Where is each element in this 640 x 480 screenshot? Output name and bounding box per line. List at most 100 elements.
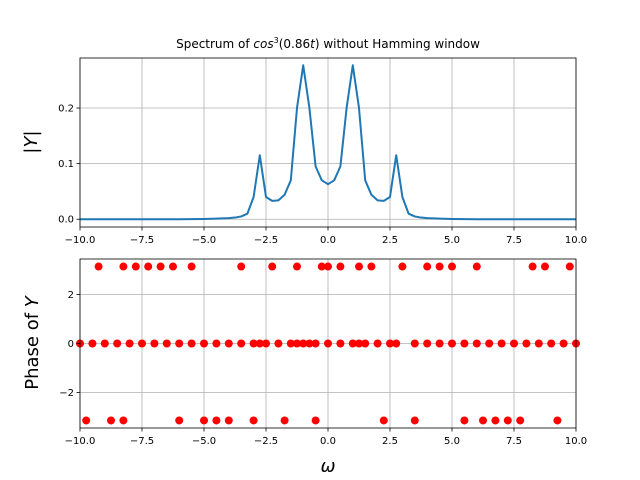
phase-point	[156, 262, 165, 271]
phase-point	[497, 339, 506, 348]
phase-y-label: Phase of Y	[22, 294, 43, 390]
phase-point	[311, 339, 320, 348]
phase-point	[175, 339, 184, 348]
phase-point	[274, 339, 283, 348]
x-tick-label: −2.5	[254, 436, 278, 447]
phase-point	[200, 339, 208, 348]
x-tick-label: −10.0	[65, 235, 96, 246]
phase-point	[503, 416, 512, 425]
phase-point	[472, 262, 481, 271]
x-tick-label: 10.0	[565, 436, 587, 447]
phase-point	[305, 339, 314, 348]
x-tick-label: 0.0	[320, 436, 336, 447]
phase-point	[373, 339, 382, 348]
phase-series	[76, 262, 580, 425]
phase-point	[94, 262, 103, 271]
phase-point	[138, 339, 146, 348]
phase-point	[88, 339, 97, 348]
phase-plot: −10.0 −7.5 −5.0 −2.5 0.0 2.5 5.0 7.5 10.0 −2 0 2 P…	[22, 258, 587, 477]
phase-point	[119, 416, 128, 425]
y-tick-label: 0	[68, 339, 74, 350]
phase-y-axis: −2 0 2	[59, 290, 80, 399]
phase-point	[435, 262, 444, 271]
phase-point	[212, 339, 221, 348]
x-tick-label: 5.0	[444, 235, 460, 246]
x-tick-label: 0.0	[320, 235, 336, 246]
phase-point	[547, 339, 556, 348]
phase-point	[237, 262, 246, 271]
phase-point	[410, 416, 419, 425]
y-tick-label: −2	[59, 388, 74, 399]
y-tick-label: 0.0	[58, 215, 74, 226]
phase-point	[286, 339, 295, 348]
phase-point	[187, 339, 196, 348]
y-tick-label: 0.1	[58, 159, 74, 170]
phase-point	[423, 339, 432, 348]
x-tick-label: −5.0	[192, 436, 216, 447]
phase-point	[249, 416, 258, 425]
phase-point	[150, 339, 159, 348]
phase-point	[119, 262, 128, 271]
phase-point	[82, 416, 91, 425]
x-tick-label: 10.0	[565, 235, 587, 246]
phase-point	[113, 339, 122, 348]
phase-point	[386, 339, 394, 348]
phase-point	[541, 262, 549, 271]
phase-point	[348, 339, 357, 348]
phase-point	[299, 339, 308, 348]
phase-point	[379, 416, 388, 425]
x-tick-label: 5.0	[444, 436, 460, 447]
phase-point	[410, 339, 419, 348]
phase-point	[398, 262, 407, 271]
phase-point	[553, 416, 562, 425]
phase-point	[435, 339, 444, 348]
x-tick-label: 7.5	[506, 235, 522, 246]
y-tick-label: 2	[68, 290, 74, 301]
x-tick-label: 7.5	[506, 436, 522, 447]
phase-point	[479, 416, 487, 425]
phase-point	[212, 416, 221, 425]
phase-point	[361, 339, 370, 348]
phase-point	[336, 339, 345, 348]
phase-point	[336, 262, 345, 271]
phase-point	[460, 339, 469, 348]
phase-point	[367, 262, 376, 271]
phase-point	[559, 339, 568, 348]
magnitude-plot: −10.0 −7.5 −5.0 −2.5 0.0 2.5 5.0 7.5 10.0 0.0 0.1…	[21, 36, 587, 246]
x-tick-label: −7.5	[130, 436, 154, 447]
phase-point	[565, 262, 574, 271]
phase-point	[293, 262, 301, 271]
phase-point	[255, 339, 264, 348]
magnitude-line	[80, 64, 576, 221]
phase-point	[311, 416, 320, 425]
phase-point	[107, 416, 115, 425]
phase-point	[472, 339, 481, 348]
magnitude-series	[80, 64, 576, 221]
x-tick-label: −2.5	[254, 235, 278, 246]
phase-point	[522, 339, 531, 348]
phase-point	[485, 339, 494, 348]
magnitude-y-axis: 0.0 0.1 0.2	[58, 104, 80, 226]
y-tick-label: 0.2	[58, 104, 74, 115]
phase-point	[324, 339, 332, 348]
phase-point	[200, 416, 208, 425]
phase-point	[187, 262, 196, 271]
phase-point	[392, 339, 401, 348]
phase-point	[224, 416, 233, 425]
phase-point	[268, 262, 277, 271]
phase-point	[125, 339, 134, 348]
phase-point	[324, 262, 332, 271]
phase-point	[355, 339, 363, 348]
phase-point	[131, 262, 140, 271]
phase-point	[460, 416, 469, 425]
phase-point	[317, 262, 326, 271]
phase-point	[448, 339, 456, 348]
phase-point	[175, 416, 184, 425]
x-tick-label: 2.5	[382, 235, 398, 246]
phase-point	[516, 416, 525, 425]
phase-x-axis: −10.0 −7.5 −5.0 −2.5 0.0 2.5 5.0 7.5 10.0	[65, 428, 587, 447]
phase-point	[162, 339, 171, 348]
phase-point	[448, 262, 456, 271]
phase-point	[100, 339, 109, 348]
